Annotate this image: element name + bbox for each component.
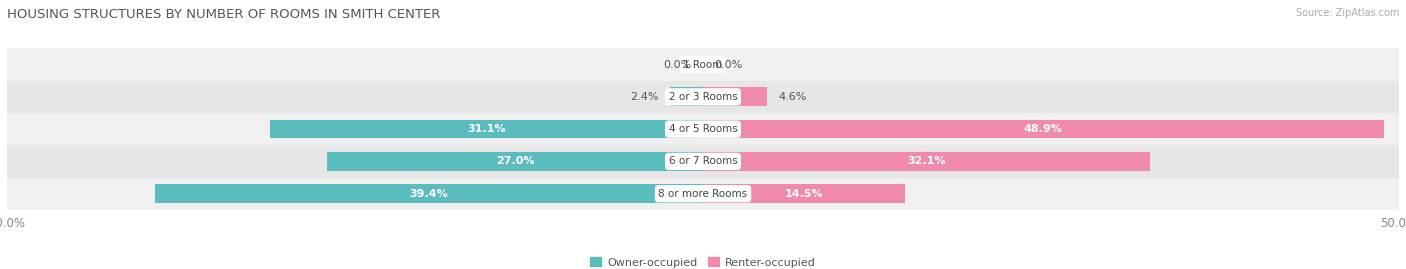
- Bar: [328, 152, 703, 171]
- Bar: [703, 152, 1150, 171]
- Text: 4 or 5 Rooms: 4 or 5 Rooms: [669, 124, 737, 134]
- Bar: [703, 120, 1384, 139]
- Text: 39.4%: 39.4%: [409, 189, 449, 199]
- Bar: [7, 81, 1399, 113]
- Text: 2 or 3 Rooms: 2 or 3 Rooms: [669, 92, 737, 102]
- Bar: [669, 87, 703, 106]
- Text: 0.0%: 0.0%: [714, 59, 742, 70]
- Legend: Owner-occupied, Renter-occupied: Owner-occupied, Renter-occupied: [586, 253, 820, 269]
- Text: 31.1%: 31.1%: [467, 124, 506, 134]
- Text: 32.1%: 32.1%: [907, 156, 946, 167]
- Text: 27.0%: 27.0%: [496, 156, 534, 167]
- Text: 0.0%: 0.0%: [664, 59, 692, 70]
- Text: 4.6%: 4.6%: [778, 92, 807, 102]
- Text: 8 or more Rooms: 8 or more Rooms: [658, 189, 748, 199]
- Bar: [703, 184, 905, 203]
- Bar: [7, 178, 1399, 210]
- Bar: [7, 48, 1399, 81]
- Bar: [7, 145, 1399, 178]
- Bar: [703, 87, 768, 106]
- Text: 6 or 7 Rooms: 6 or 7 Rooms: [669, 156, 737, 167]
- Bar: [270, 120, 703, 139]
- Text: HOUSING STRUCTURES BY NUMBER OF ROOMS IN SMITH CENTER: HOUSING STRUCTURES BY NUMBER OF ROOMS IN…: [7, 8, 440, 21]
- Text: 14.5%: 14.5%: [785, 189, 824, 199]
- Bar: [7, 113, 1399, 145]
- Text: 1 Room: 1 Room: [683, 59, 723, 70]
- Text: Source: ZipAtlas.com: Source: ZipAtlas.com: [1295, 8, 1399, 18]
- Text: 48.9%: 48.9%: [1024, 124, 1063, 134]
- Text: 2.4%: 2.4%: [630, 92, 658, 102]
- Bar: [155, 184, 703, 203]
